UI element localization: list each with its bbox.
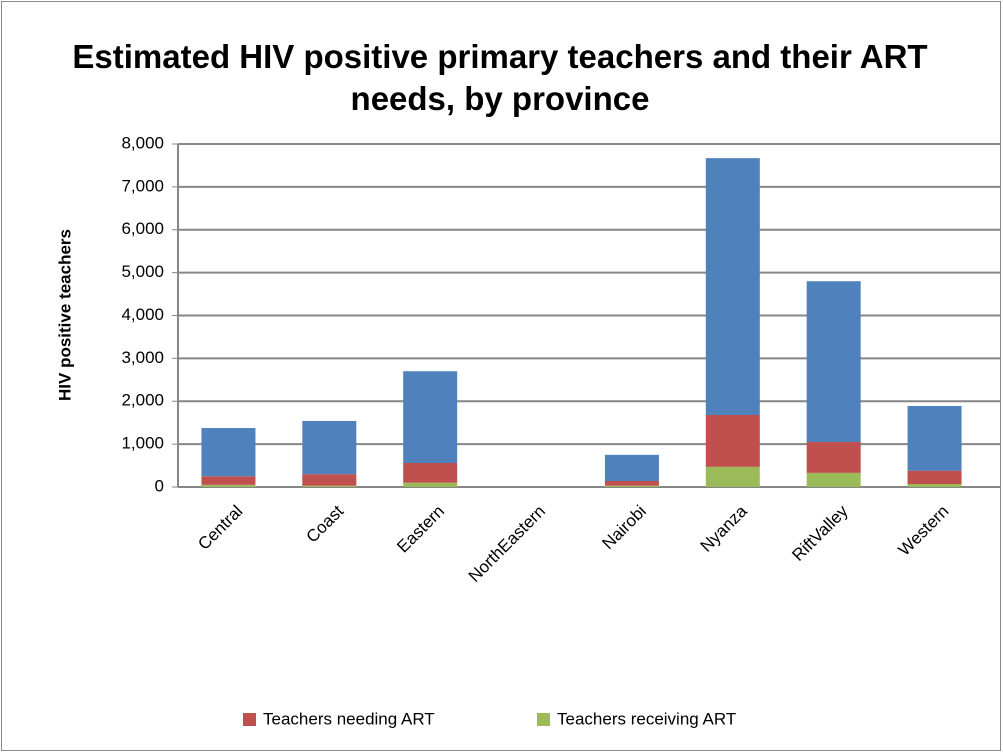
y-axis-title: HIV positive teachers (55, 229, 74, 401)
legend-label: Teachers receiving ART (557, 709, 736, 728)
bar-segment (705, 158, 760, 415)
legend-swatch (537, 713, 550, 726)
bar-segment (403, 482, 458, 487)
bar-segment (201, 476, 256, 485)
bar-segment (705, 466, 760, 487)
y-tick-label: 0 (155, 476, 164, 495)
bar-segment (403, 371, 458, 463)
bar-segment (907, 483, 962, 487)
y-tick-label: 3,000 (121, 348, 164, 367)
y-tick-label: 6,000 (121, 219, 164, 238)
bar-segment (604, 480, 659, 486)
bar-segment (403, 462, 458, 483)
bar-segment (201, 428, 256, 477)
bar-segment (907, 470, 962, 484)
y-tick-label: 2,000 (121, 391, 164, 410)
bar-segment (604, 485, 659, 487)
y-tick-label: 5,000 (121, 262, 164, 281)
bar-segment (302, 485, 357, 487)
y-tick-label: 1,000 (121, 434, 164, 453)
legend-label: Teachers needing ART (263, 709, 435, 728)
bar-segment (806, 472, 861, 487)
y-tick-label: 4,000 (121, 305, 164, 324)
y-tick-label: 8,000 (121, 133, 164, 152)
bar-segment (806, 281, 861, 442)
y-tick-label: 7,000 (121, 176, 164, 195)
bar-segment (302, 474, 357, 486)
chart-title: Estimated HIV positive primary teachers … (72, 38, 928, 117)
bar-segment (201, 484, 256, 487)
bar-segment (705, 414, 760, 467)
bar-segment (907, 405, 962, 471)
bar-segment (806, 441, 861, 473)
legend-swatch (243, 713, 256, 726)
bar-segment (302, 420, 357, 475)
bar-segment (604, 454, 659, 481)
